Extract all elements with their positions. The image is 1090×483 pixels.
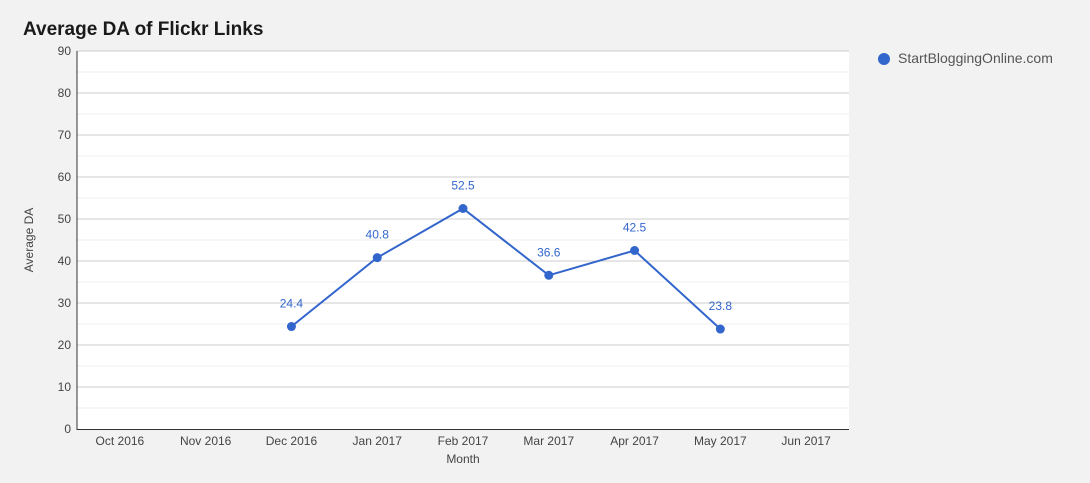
data-label: 36.6 xyxy=(537,245,561,259)
y-tick-label: 80 xyxy=(58,86,72,100)
y-tick-label: 20 xyxy=(58,338,72,352)
data-label: 52.5 xyxy=(451,179,475,193)
data-label: 23.8 xyxy=(709,299,733,313)
legend: StartBloggingOnline.com xyxy=(878,50,1053,66)
y-tick-label: 70 xyxy=(58,128,72,142)
data-label: 40.8 xyxy=(366,228,390,242)
data-point xyxy=(286,322,296,332)
minor-gridlines xyxy=(77,71,849,409)
major-gridlines xyxy=(77,50,849,388)
x-tick-label: Dec 2016 xyxy=(266,434,318,448)
data-point xyxy=(630,246,640,255)
data-label: 24.4 xyxy=(280,297,304,311)
y-tick-label: 50 xyxy=(58,212,72,226)
data-label: 42.5 xyxy=(623,221,647,235)
series-layer: 24.4 40.8 52.5 36.6 42.5 23.8 xyxy=(280,179,733,334)
y-axis-tick-labels: 0 10 20 30 40 50 60 70 80 90 xyxy=(58,44,72,436)
legend-marker xyxy=(878,53,890,65)
y-tick-label: 40 xyxy=(58,254,72,268)
y-tick-label: 10 xyxy=(58,380,72,394)
x-axis-tick-labels: Oct 2016 Nov 2016 Dec 2016 Jan 2017 Feb 2017… xyxy=(96,434,832,448)
data-point xyxy=(458,204,468,213)
data-point xyxy=(715,324,725,334)
x-axis-title: Month xyxy=(446,452,479,466)
y-tick-label: 30 xyxy=(58,296,72,310)
y-tick-label: 60 xyxy=(58,170,72,184)
data-point xyxy=(544,270,554,280)
x-tick-label: Oct 2016 xyxy=(96,434,145,448)
x-tick-label: Mar 2017 xyxy=(523,434,574,448)
legend-label: StartBloggingOnline.com xyxy=(898,50,1053,66)
x-tick-label: Jan 2017 xyxy=(353,434,403,448)
series-line xyxy=(290,207,722,330)
y-tick-label: 0 xyxy=(64,422,71,436)
y-axis-title: Average DA xyxy=(22,208,36,272)
x-tick-label: Nov 2016 xyxy=(180,434,232,448)
x-tick-label: May 2017 xyxy=(694,434,747,448)
y-tick-label: 90 xyxy=(58,44,72,58)
chart-title: Average DA of Flickr Links xyxy=(23,19,263,40)
data-point xyxy=(372,253,382,263)
x-tick-label: Jun 2017 xyxy=(781,434,831,448)
x-tick-label: Apr 2017 xyxy=(610,434,659,448)
x-tick-label: Feb 2017 xyxy=(438,434,489,448)
